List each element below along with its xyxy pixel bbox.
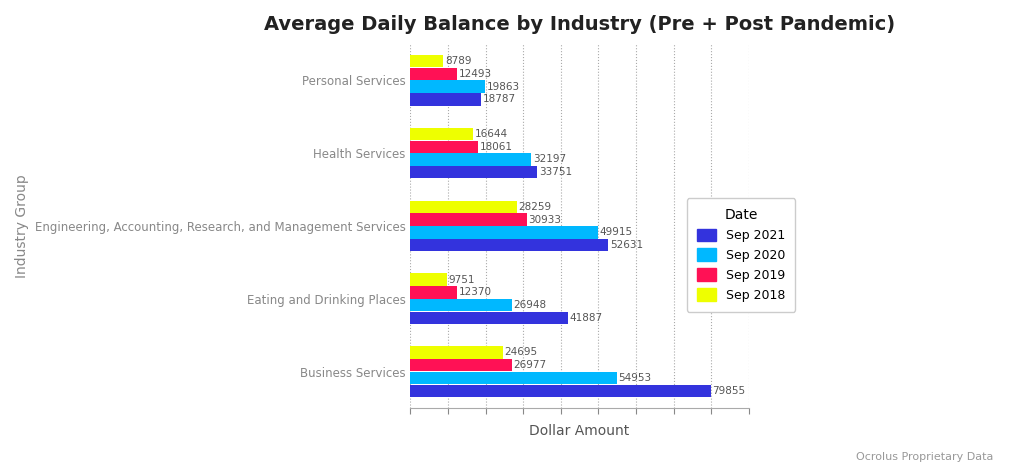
Text: 12370: 12370 bbox=[459, 287, 492, 297]
Bar bbox=[411, 166, 538, 178]
Bar bbox=[411, 384, 711, 397]
Text: 30933: 30933 bbox=[528, 214, 561, 225]
Text: 33751: 33751 bbox=[539, 167, 571, 177]
Text: 26948: 26948 bbox=[513, 300, 546, 310]
Text: 24695: 24695 bbox=[505, 347, 538, 357]
Text: 54953: 54953 bbox=[618, 373, 651, 383]
Bar bbox=[411, 311, 568, 324]
Text: 16644: 16644 bbox=[474, 129, 508, 139]
Text: 79855: 79855 bbox=[713, 386, 745, 396]
Bar bbox=[411, 372, 617, 384]
Text: 52631: 52631 bbox=[610, 240, 643, 250]
Bar bbox=[411, 239, 608, 251]
Bar bbox=[411, 93, 481, 106]
Text: 28259: 28259 bbox=[518, 202, 551, 212]
Bar bbox=[411, 359, 512, 371]
Bar bbox=[411, 141, 478, 153]
Bar bbox=[411, 299, 512, 311]
Text: 18787: 18787 bbox=[482, 94, 516, 105]
Text: Ocrolus Proprietary Data: Ocrolus Proprietary Data bbox=[856, 453, 993, 462]
Text: 18061: 18061 bbox=[480, 142, 513, 152]
Text: 26977: 26977 bbox=[513, 360, 547, 370]
Text: 49915: 49915 bbox=[600, 227, 633, 237]
Bar bbox=[411, 55, 443, 67]
Bar bbox=[411, 226, 598, 239]
Text: 8789: 8789 bbox=[444, 56, 471, 66]
Bar bbox=[411, 286, 457, 298]
Title: Average Daily Balance by Industry (Pre + Post Pandemic): Average Daily Balance by Industry (Pre +… bbox=[264, 15, 895, 34]
Bar bbox=[411, 274, 447, 286]
X-axis label: Dollar Amount: Dollar Amount bbox=[529, 424, 630, 438]
Bar bbox=[411, 80, 485, 93]
Bar bbox=[411, 128, 473, 140]
Bar bbox=[411, 68, 458, 80]
Text: 32197: 32197 bbox=[532, 155, 566, 164]
Bar bbox=[411, 201, 516, 213]
Text: 19863: 19863 bbox=[486, 82, 519, 92]
Bar bbox=[411, 153, 531, 166]
Bar bbox=[411, 347, 503, 359]
Text: 9751: 9751 bbox=[449, 275, 475, 285]
Legend: Sep 2021, Sep 2020, Sep 2019, Sep 2018: Sep 2021, Sep 2020, Sep 2019, Sep 2018 bbox=[687, 198, 795, 312]
Y-axis label: Industry Group: Industry Group bbox=[15, 174, 29, 278]
Text: 12493: 12493 bbox=[459, 69, 492, 79]
Text: 41887: 41887 bbox=[569, 313, 602, 323]
Bar bbox=[411, 213, 526, 226]
